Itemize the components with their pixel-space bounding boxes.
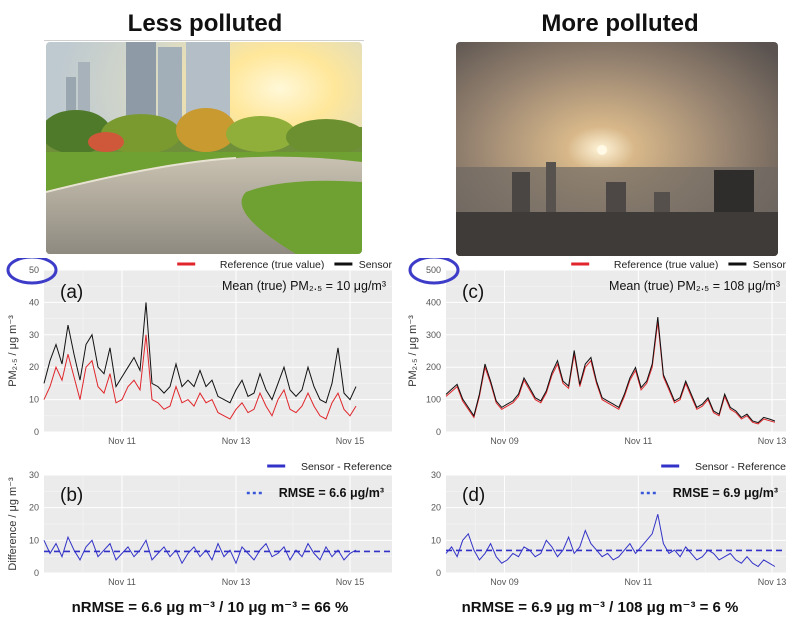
x-tick-label: Nov 15 [336,436,365,446]
y-tick-label: 10 [29,395,39,405]
panel-label: (a) [60,282,83,303]
legend-label: Sensor - Reference [301,461,392,473]
legend-label: Reference (true value) [614,259,718,271]
x-tick-label: Nov 13 [758,436,787,446]
panel-label: (d) [462,485,485,506]
y-axis-label: Difference / μg m⁻³ [7,477,19,571]
heading-more-polluted: More polluted [541,10,699,37]
nrmse-summary-right: nRMSE = 6.9 μg m⁻³ / 108 μg m⁻³ = 6 % [461,599,739,616]
y-tick-label: 10 [29,535,39,545]
y-tick-label: 400 [426,297,441,307]
x-tick-label: Nov 13 [222,577,251,587]
legend-label: Sensor [359,259,393,271]
x-tick-label: Nov 11 [108,577,136,587]
y-tick-label: 0 [34,568,39,578]
y-tick-label: 20 [431,503,441,513]
chart-panel-b: Sensor - Reference 0 10 20 30 Nov 11 Nov 13 Nov… [7,461,392,587]
series-line-0 [43,535,357,565]
series-line-0 [43,334,357,420]
highlight-circle [6,258,58,285]
x-tick-label: Nov 09 [490,436,519,446]
y-tick-label: 10 [431,535,441,545]
x-tick-label: Nov 11 [624,577,652,587]
mean-annotation: Mean (true) PM₂.₅ = 108 μg/m³ [609,279,780,293]
series-line-1 [445,316,776,424]
nrmse-summary-left: nRMSE = 6.6 μg m⁻³ / 10 μg m⁻³ = 66 % [71,599,349,616]
x-tick-label: Nov 11 [108,436,136,446]
y-axis-label: PM₂.₅ / μg m⁻³ [7,315,19,387]
chart-panel-c: Sensor Reference (true value) 0 100 200 300 40… [407,258,787,446]
y-tick-label: 20 [29,503,39,513]
y-tick-label: 300 [426,330,441,340]
hazy-city-skyline-photo [456,42,778,256]
rmse-annotation: RMSE = 6.6 μg/m³ [279,486,384,500]
x-tick-label: Nov 15 [336,577,365,587]
rmse-annotation: RMSE = 6.9 μg/m³ [673,486,778,500]
y-tick-label: 40 [29,297,39,307]
park-pathway-photo [46,42,362,254]
y-tick-label: 200 [426,362,441,372]
panel-label: (c) [462,282,484,303]
y-tick-label: 0 [436,427,441,437]
x-tick-label: Nov 13 [222,436,251,446]
y-tick-label: 20 [29,362,39,372]
highlight-circle [408,258,460,285]
y-axis-label: PM₂.₅ / μg m⁻³ [407,315,419,387]
mean-annotation: Mean (true) PM₂.₅ = 10 μg/m³ [222,279,386,293]
y-tick-label: 100 [426,395,441,405]
x-tick-label: Nov 13 [758,577,787,587]
legend-label: Sensor [753,259,787,271]
y-tick-label: 30 [29,330,39,340]
y-tick-label: 500 [426,265,441,275]
panel-label: (b) [60,485,83,506]
heading-underline [44,40,364,41]
chart-panel-a: Sensor Reference (true value) 0 10 20 30 40 50 N… [6,258,393,446]
series-line-0 [445,514,776,568]
chart-panel-d: Sensor - Reference 0 10 20 30 Nov 09 Nov 11 Nov… [431,461,787,587]
series-line-1 [43,302,357,404]
x-tick-label: Nov 09 [490,577,519,587]
y-tick-label: 30 [29,470,39,480]
y-tick-label: 0 [34,427,39,437]
y-tick-label: 0 [436,568,441,578]
legend-label: Reference (true value) [220,259,324,271]
x-tick-label: Nov 11 [624,436,652,446]
legend-label: Sensor - Reference [695,461,786,473]
heading-less-polluted: Less polluted [127,10,283,37]
y-tick-label: 50 [29,265,39,275]
y-tick-label: 30 [431,470,441,480]
